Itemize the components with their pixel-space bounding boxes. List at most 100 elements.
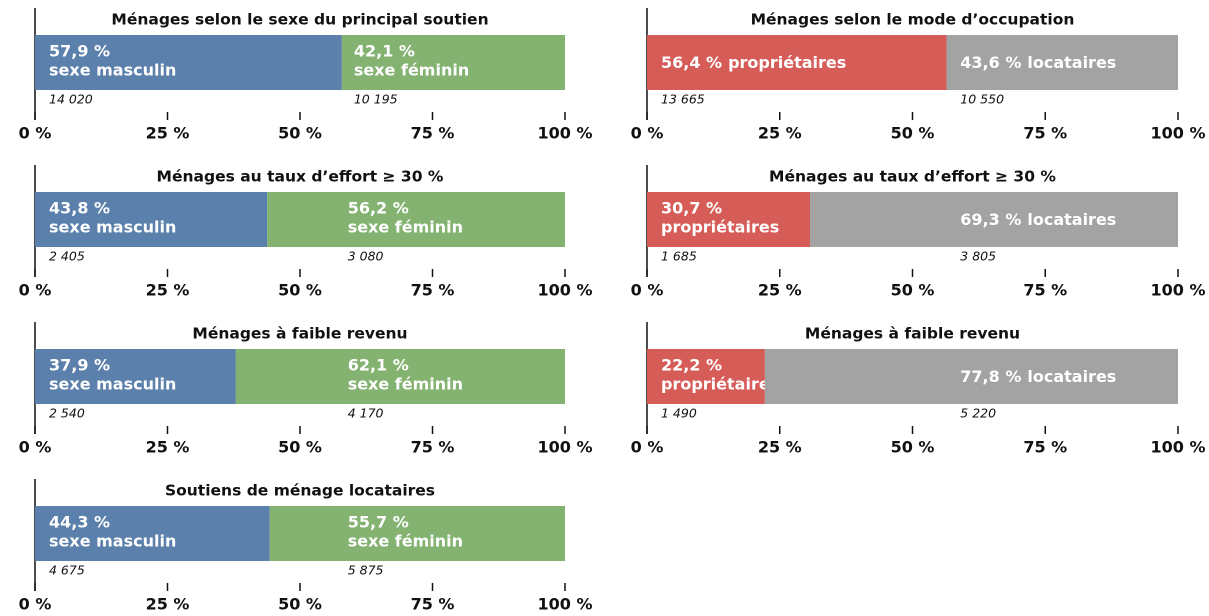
x-tick-label: 100 % bbox=[538, 438, 593, 457]
chart-title: Ménages à faible revenu bbox=[192, 325, 407, 343]
chart-title: Ménages au taux d’effort ≥ 30 % bbox=[769, 168, 1056, 186]
segment-value: 62,1 % bbox=[348, 356, 409, 375]
x-tick-label: 100 % bbox=[538, 595, 593, 614]
x-tick-label: 25 % bbox=[146, 595, 190, 614]
x-tick-label: 0 % bbox=[19, 438, 52, 457]
x-tick-label: 100 % bbox=[538, 124, 593, 143]
count-label: 13 665 bbox=[661, 92, 705, 107]
segment-value: 77,8 % bbox=[960, 367, 1021, 386]
segment-label: 77,8 % locataires bbox=[960, 367, 1116, 386]
segment-name: sexe masculin bbox=[49, 375, 176, 394]
x-tick-label: 25 % bbox=[146, 438, 190, 457]
bar-segment bbox=[35, 35, 342, 90]
bar-chart: Ménages à faible revenu 37,9 %sexe mascul… bbox=[19, 322, 593, 457]
bar-segment bbox=[946, 35, 1178, 90]
count-label: 5 220 bbox=[960, 406, 996, 421]
x-tick-label: 25 % bbox=[146, 124, 190, 143]
x-tick-label: 0 % bbox=[19, 595, 52, 614]
x-tick-label: 100 % bbox=[538, 281, 593, 300]
count-label: 1 685 bbox=[661, 249, 697, 264]
x-tick-label: 75 % bbox=[1023, 281, 1067, 300]
segment-name: propriétaires bbox=[728, 53, 846, 72]
segment-label: 43,6 % locataires bbox=[960, 53, 1116, 72]
x-tick-label: 100 % bbox=[1151, 438, 1206, 457]
segment-value: 44,3 % bbox=[49, 513, 110, 532]
count-label: 3 080 bbox=[348, 249, 384, 264]
bar-segment bbox=[341, 35, 565, 90]
x-tick-label: 75 % bbox=[411, 595, 455, 614]
x-tick-label: 75 % bbox=[411, 124, 455, 143]
segment-value: 56,2 % bbox=[348, 199, 409, 218]
bar-chart: Ménages au taux d’effort ≥ 30 % 30,7 %pro… bbox=[631, 165, 1206, 300]
x-tick-label: 50 % bbox=[278, 124, 322, 143]
segment-value: 57,9 % bbox=[49, 42, 110, 61]
x-tick-label: 0 % bbox=[631, 281, 664, 300]
segment-value: 22,2 % bbox=[661, 356, 722, 375]
count-label: 10 550 bbox=[960, 92, 1004, 107]
x-tick-label: 50 % bbox=[891, 281, 935, 300]
count-label: 4 675 bbox=[49, 563, 85, 578]
x-tick-label: 25 % bbox=[758, 281, 802, 300]
x-tick-label: 50 % bbox=[891, 124, 935, 143]
count-label: 4 170 bbox=[348, 406, 384, 421]
bar-chart: Ménages selon le sexe du principal souti… bbox=[19, 8, 593, 143]
segment-name: propriétaires bbox=[661, 375, 779, 394]
chart-title: Soutiens de ménage locataires bbox=[165, 482, 435, 500]
x-tick-label: 50 % bbox=[278, 438, 322, 457]
bar-chart: Ménages à faible revenu 22,2 %propriétair… bbox=[631, 322, 1206, 457]
bar-segment bbox=[647, 192, 811, 247]
chart-title: Ménages au taux d’effort ≥ 30 % bbox=[157, 168, 444, 186]
x-tick-label: 25 % bbox=[758, 438, 802, 457]
segment-value: 55,7 % bbox=[348, 513, 409, 532]
bar-segment bbox=[267, 192, 565, 247]
bar-segment bbox=[810, 192, 1178, 247]
bar-chart: Ménages au taux d’effort ≥ 30 % 43,8 % sex… bbox=[19, 165, 593, 300]
bar-segment bbox=[235, 349, 565, 404]
segment-name: sexe masculin bbox=[49, 61, 176, 80]
x-tick-label: 0 % bbox=[19, 281, 52, 300]
segment-name: sexe féminin bbox=[348, 218, 463, 237]
x-tick-label: 50 % bbox=[278, 281, 322, 300]
segment-name: locataires bbox=[1027, 367, 1116, 386]
segment-name: locataires bbox=[1027, 210, 1116, 229]
bar-chart: Soutiens de ménage locataires 44,3 % sexe … bbox=[19, 479, 593, 614]
x-tick-label: 50 % bbox=[891, 438, 935, 457]
segment-value: 43,6 % bbox=[960, 53, 1021, 72]
segment-label: 56,4 % propriétaires bbox=[661, 53, 846, 72]
chart-title: Ménages selon le mode d’occupation bbox=[751, 11, 1075, 29]
bar-segment bbox=[269, 506, 565, 561]
bar-segment bbox=[35, 349, 236, 404]
x-tick-label: 75 % bbox=[411, 281, 455, 300]
segment-name: propriétaires bbox=[661, 218, 779, 237]
segment-label: 69,3 % locataires bbox=[960, 210, 1116, 229]
segment-value: 37,9 % bbox=[49, 356, 110, 375]
segment-name: locataires bbox=[1027, 53, 1116, 72]
segment-value: 56,4 % bbox=[661, 53, 722, 72]
x-tick-label: 50 % bbox=[278, 595, 322, 614]
segment-value: 30,7 % bbox=[661, 199, 722, 218]
count-label: 5 875 bbox=[348, 563, 384, 578]
bar-segment bbox=[35, 192, 268, 247]
bar-segment bbox=[764, 349, 1178, 404]
segment-value: 43,8 % bbox=[49, 199, 110, 218]
segment-value: 42,1 % bbox=[354, 42, 415, 61]
x-tick-label: 0 % bbox=[631, 438, 664, 457]
x-tick-label: 25 % bbox=[146, 281, 190, 300]
x-tick-label: 75 % bbox=[1023, 438, 1067, 457]
chart-title: Ménages à faible revenu bbox=[805, 325, 1020, 343]
chart-title: Ménages selon le sexe du principal souti… bbox=[111, 11, 488, 29]
bar-segment bbox=[647, 349, 765, 404]
x-tick-label: 75 % bbox=[411, 438, 455, 457]
segment-name: sexe féminin bbox=[348, 532, 463, 551]
segment-value: 69,3 % bbox=[960, 210, 1021, 229]
count-label: 14 020 bbox=[49, 92, 93, 107]
segment-name: sexe féminin bbox=[354, 61, 469, 80]
segment-name: sexe féminin bbox=[348, 375, 463, 394]
count-label: 10 195 bbox=[354, 92, 398, 107]
x-tick-label: 75 % bbox=[1023, 124, 1067, 143]
x-tick-label: 100 % bbox=[1151, 281, 1206, 300]
bar-segment bbox=[35, 506, 270, 561]
count-label: 2 405 bbox=[49, 249, 85, 264]
count-label: 3 805 bbox=[960, 249, 996, 264]
